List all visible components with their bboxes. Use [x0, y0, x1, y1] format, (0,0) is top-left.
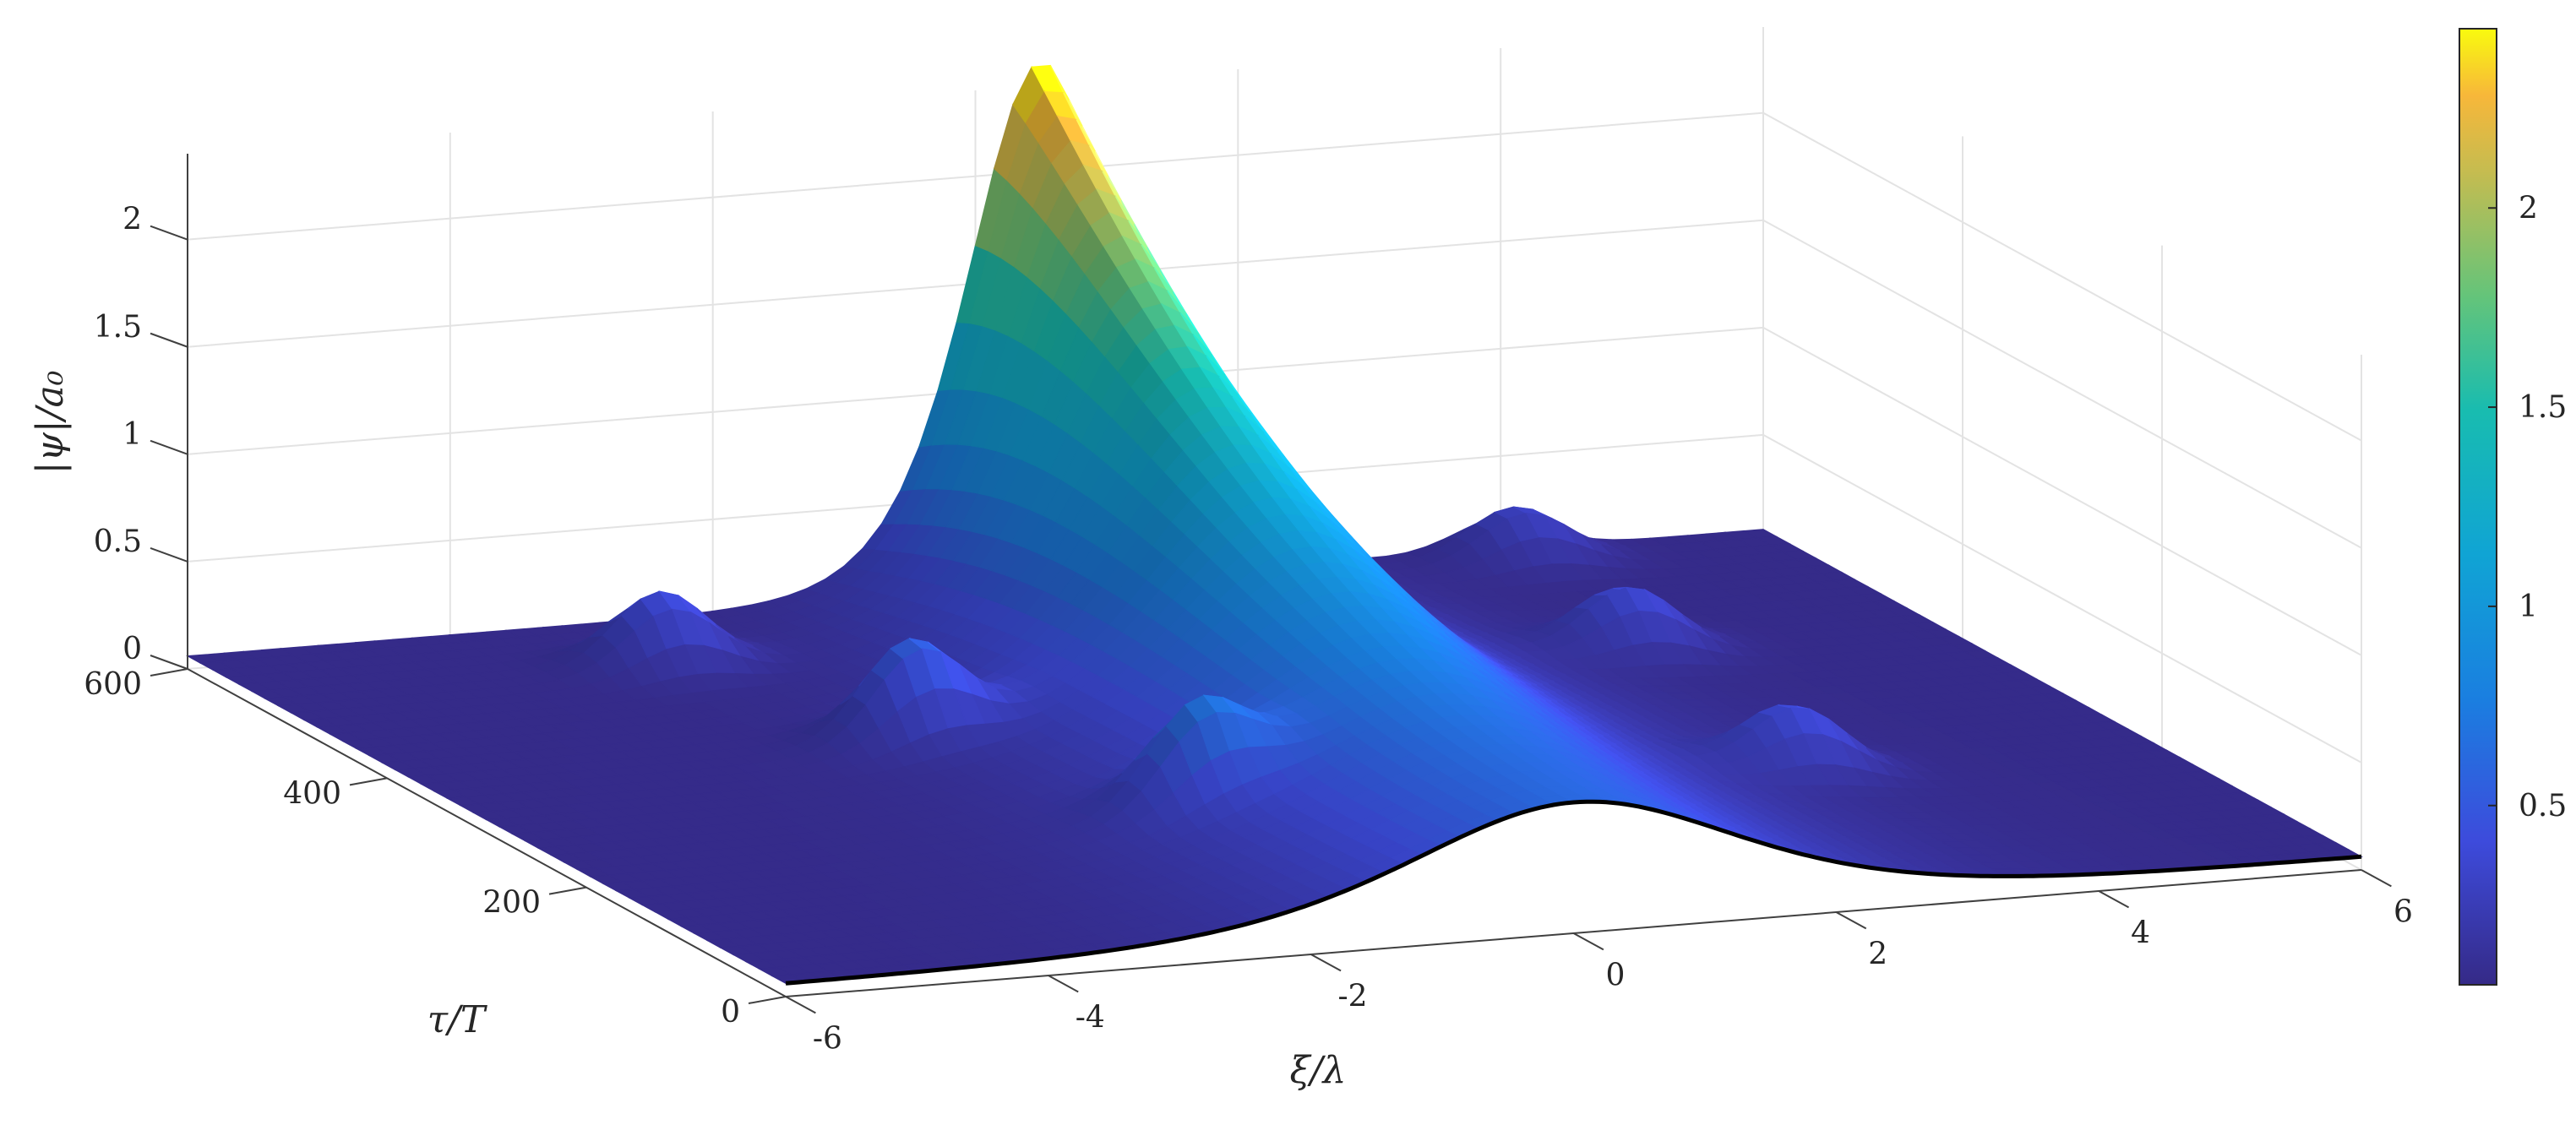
- x-tick: [785, 996, 816, 1014]
- z-tick: [150, 655, 188, 670]
- x-tick: [1835, 911, 1867, 930]
- grid-line: [1762, 326, 2362, 656]
- y-tick-label: 200: [482, 886, 541, 921]
- y-tick: [150, 668, 188, 677]
- y-axis-label: τ/T: [428, 998, 488, 1041]
- x-axis-label: ξ/λ: [1290, 1049, 1347, 1092]
- z-tick: [150, 439, 188, 455]
- y-tick: [548, 886, 587, 895]
- z-tick-label: 1: [123, 417, 142, 452]
- x-tick-label: 4: [2131, 916, 2150, 950]
- z-tick-label: 1.5: [94, 310, 142, 345]
- x-tick-label: -2: [1338, 979, 1368, 1014]
- y-tick-label: 0: [721, 995, 740, 1030]
- z-tick: [150, 225, 188, 241]
- grid-line: [1762, 434, 2362, 764]
- y-tick: [349, 777, 388, 786]
- grid-line: [187, 111, 1764, 241]
- z-tick-label: 2: [123, 203, 142, 237]
- surface-mesh: [185, 64, 2364, 984]
- initial-profile-curve: [785, 799, 2362, 986]
- z-tick-label: 0: [123, 632, 142, 666]
- grid-line: [1762, 111, 2362, 442]
- y-tick-label: 400: [283, 776, 341, 811]
- colorbar-tick-label: 0.5: [2519, 789, 2567, 823]
- z-tick: [150, 546, 188, 562]
- x-tick: [1310, 954, 1342, 972]
- x-tick: [1048, 975, 1079, 993]
- x-tick-label: -4: [1076, 1000, 1105, 1035]
- y-axis-line: [187, 668, 787, 997]
- z-tick-label: 0.5: [94, 524, 142, 559]
- colorbar-gradient: [2459, 28, 2497, 986]
- colorbar-tick-label: 1: [2519, 590, 2538, 624]
- y-tick: [748, 996, 787, 1004]
- colorbar: 0.5 1 1.5 2: [2459, 28, 2567, 986]
- x-tick-label: -6: [813, 1021, 842, 1056]
- x-tick-label: 2: [1868, 937, 1887, 971]
- x-tick-label: 6: [2394, 894, 2413, 929]
- x-tick-label: 0: [1605, 958, 1625, 992]
- colorbar-tick-label: 1.5: [2519, 390, 2567, 425]
- y-tick-label: 600: [84, 667, 142, 702]
- grid-line: [1762, 219, 2362, 549]
- x-tick: [1573, 932, 1604, 951]
- x-tick: [2098, 890, 2130, 909]
- x-tick: [2361, 869, 2392, 888]
- colorbar-tick-label: 2: [2519, 191, 2538, 226]
- z-axis-label: |ψ|/a₀: [29, 370, 72, 474]
- z-tick: [150, 332, 188, 348]
